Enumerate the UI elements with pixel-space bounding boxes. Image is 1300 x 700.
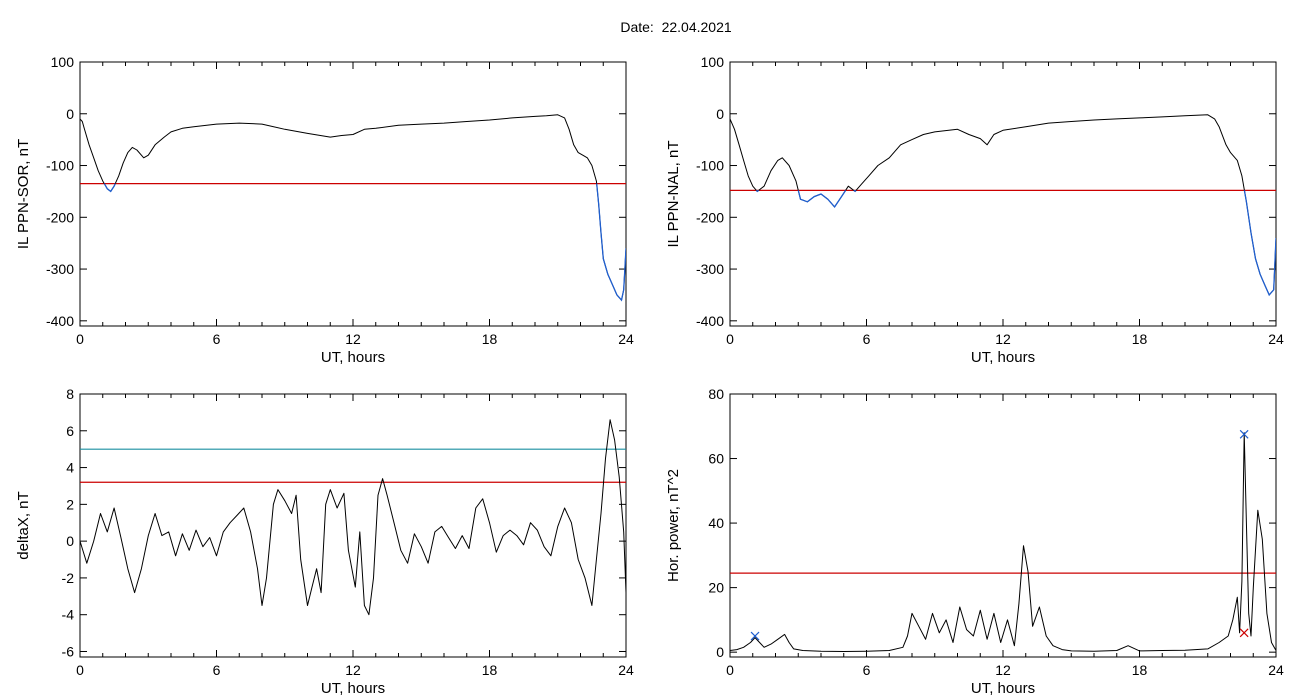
- x-axis-title: UT, hours: [971, 349, 1035, 366]
- below-threshold-segment: [596, 183, 626, 302]
- data-series-line: [80, 419, 626, 616]
- x-marker: [1239, 628, 1249, 638]
- x-tick-label: 6: [213, 331, 221, 347]
- data-series-line: [730, 114, 1276, 296]
- y-tick-label: -6: [62, 643, 75, 659]
- x-tick-label: 18: [1132, 331, 1148, 347]
- x-tick-label: 24: [618, 331, 634, 347]
- y-tick-label: 8: [66, 386, 74, 402]
- x-tick-label: 0: [726, 662, 734, 678]
- y-tick-label: 0: [716, 644, 724, 660]
- below-threshold-segment: [103, 183, 116, 193]
- y-tick-label: 0: [66, 106, 74, 122]
- chart-panel-4: 0 6 12 18 24 80 60 40 20 0 UT, hours Hor. power, nT…: [665, 386, 1284, 697]
- x-tick-label: 12: [345, 662, 361, 678]
- y-tick-label: 0: [716, 106, 724, 122]
- x-tick-label: 24: [1268, 662, 1284, 678]
- date-title: Date: 22.04.2021: [0, 19, 1300, 35]
- y-tick-label: -4: [62, 607, 75, 623]
- x-tick-label: 6: [863, 662, 871, 678]
- x-axis-title: UT, hours: [321, 680, 385, 697]
- plot-area: [80, 114, 626, 302]
- x-tick-label: 18: [482, 331, 498, 347]
- y-tick-label: -100: [46, 158, 74, 174]
- x-axis-title: UT, hours: [321, 349, 385, 366]
- y-tick-label: -2: [62, 570, 75, 586]
- y-tick-label: 0: [66, 533, 74, 549]
- y-axis-title: Hor. power, nT^2: [665, 469, 682, 582]
- chart-panel-3: 0 6 12 18 24 8 6 4 2 0 -2 -4 -6 UT, hours deltaX, nT: [15, 386, 634, 697]
- y-tick-label: 2: [66, 496, 74, 512]
- data-series-line: [730, 432, 1276, 652]
- y-tick-label: 4: [66, 460, 74, 476]
- x-marker: [750, 631, 760, 641]
- y-tick-label: 100: [701, 54, 725, 70]
- x-tick-label: 24: [1268, 331, 1284, 347]
- y-tick-label: 40: [708, 515, 724, 531]
- chart-panel-1: 0 6 12 18 24 100 0 -100 -200 -300 -400 UT, hours IL …: [15, 54, 634, 366]
- x-tick-label: 12: [995, 662, 1011, 678]
- chart-panel-2: 0 6 12 18 24 100 0 -100 -200 -300 -400 UT, hours IL …: [665, 54, 1284, 366]
- x-tick-label: 24: [618, 662, 634, 678]
- y-tick-label: -300: [46, 261, 74, 277]
- plot-frame: [79, 61, 627, 327]
- plot-frame: [79, 393, 627, 658]
- x-axis-title: UT, hours: [971, 680, 1035, 697]
- x-tick-label: 12: [345, 331, 361, 347]
- data-series-line: [80, 114, 626, 301]
- x-tick-label: 12: [995, 331, 1011, 347]
- y-tick-label: 6: [66, 423, 74, 439]
- x-tick-label: 6: [213, 662, 221, 678]
- plot-frame: [729, 61, 1277, 327]
- below-threshold-segment: [853, 189, 857, 193]
- below-threshold-segment: [755, 189, 760, 193]
- y-tick-label: -400: [46, 313, 74, 329]
- y-axis-title: IL PPN-SOR, nT: [15, 139, 32, 249]
- plot-area: [730, 429, 1276, 652]
- x-marker: [1239, 429, 1249, 439]
- y-tick-label: -200: [696, 209, 724, 225]
- date-value: 22.04.2021: [661, 19, 732, 35]
- y-tick-label: 80: [708, 386, 724, 402]
- y-tick-label: -100: [696, 158, 724, 174]
- x-tick-label: 0: [76, 331, 84, 347]
- y-axis-title: deltaX, nT: [15, 491, 32, 559]
- plot-area: [730, 114, 1276, 297]
- x-tick-label: 18: [1132, 662, 1148, 678]
- y-tick-label: -400: [696, 313, 724, 329]
- plot-frame: [729, 393, 1277, 658]
- x-tick-label: 18: [482, 662, 498, 678]
- x-tick-label: 0: [726, 331, 734, 347]
- y-axis-title: IL PPN-NAL, nT: [665, 141, 682, 248]
- y-tick-label: 60: [708, 451, 724, 467]
- x-tick-label: 0: [76, 662, 84, 678]
- date-label: Date:: [620, 19, 654, 35]
- x-tick-label: 6: [863, 331, 871, 347]
- y-tick-label: -200: [46, 209, 74, 225]
- below-threshold-segment: [1243, 190, 1276, 297]
- below-threshold-segment: [797, 190, 847, 208]
- y-tick-label: 100: [51, 54, 75, 70]
- y-tick-label: 20: [708, 580, 724, 596]
- plot-area: [80, 419, 626, 616]
- y-tick-label: -300: [696, 261, 724, 277]
